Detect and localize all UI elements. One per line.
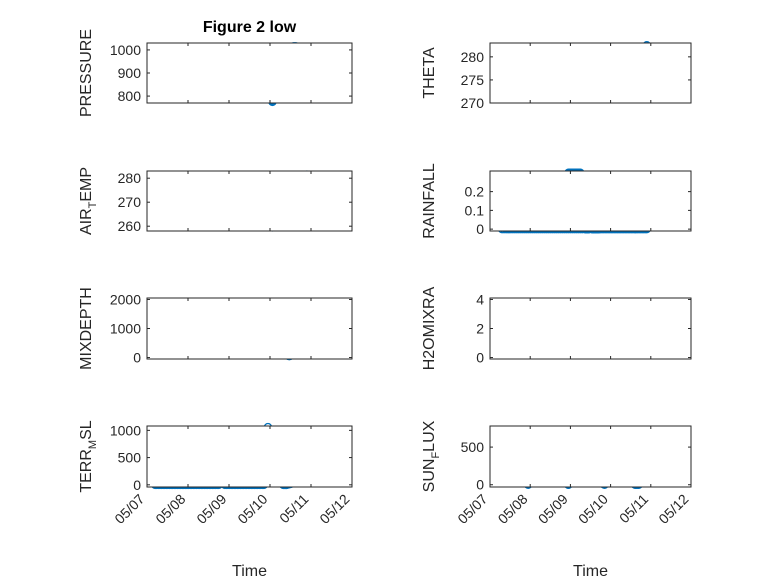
y-tick-label: 2000 xyxy=(110,291,141,307)
subplot-pressure: 800 900 1000 PRESSURE xyxy=(78,29,353,117)
y-tick-label: 0 xyxy=(476,350,484,366)
subplot-theta: 270 275 280 THETA xyxy=(421,41,692,111)
y-tick-label: 270 xyxy=(461,95,485,111)
x-tick-label: 05/09 xyxy=(535,491,571,527)
y-tick-label: 500 xyxy=(118,450,142,466)
subplot-air: 260 270 280 AIRTEMP xyxy=(78,167,353,235)
y-tick-label: 0 xyxy=(476,477,484,493)
y-tick-label: 0 xyxy=(133,350,141,366)
y-axis-label-main: MIXDEPTH xyxy=(78,287,95,370)
axes-frame xyxy=(146,425,353,488)
y-axis-label: PRESSURE xyxy=(78,29,95,117)
x-axis-label: Time xyxy=(573,563,608,580)
y-tick-label: 800 xyxy=(118,88,142,104)
y-tick-label: 0.1 xyxy=(465,202,485,218)
axes-frame xyxy=(489,425,692,488)
x-tick-label: 05/11 xyxy=(616,491,652,527)
y-tick-label: 0 xyxy=(133,477,141,493)
y-tick-label: 275 xyxy=(461,72,485,88)
y-axis-label-main: THETA xyxy=(421,47,438,99)
y-axis-label-subscript: F xyxy=(430,452,442,459)
figure-title: Figure 2 low xyxy=(203,19,297,36)
x-tick-label: 05/12 xyxy=(655,491,691,527)
axes-frame xyxy=(489,42,692,104)
subplot-sun: 0 500 05/07 05/08 05/09 05/10 05/11 05/12 SUNFLU… xyxy=(421,420,692,580)
y-axis-label: H2OMIXRA xyxy=(421,286,438,370)
y-tick-label: 270 xyxy=(118,194,142,210)
y-axis-label: SUNFLUX xyxy=(421,420,442,492)
y-axis-label-subscript: T xyxy=(87,201,99,208)
y-axis-label-main: AIR xyxy=(78,208,95,235)
y-tick-label: 1000 xyxy=(110,422,141,438)
x-tick-label: 05/07 xyxy=(111,491,147,527)
x-tick-label: 05/10 xyxy=(575,491,611,527)
subplot-rainfall: 0 0.1 0.2 RAINFALL xyxy=(421,163,692,239)
axes-frame xyxy=(146,170,353,232)
y-axis-label: THETA xyxy=(421,47,438,99)
y-axis-label-main: RAINFALL xyxy=(421,163,438,239)
y-axis-label: MIXDEPTH xyxy=(78,287,95,370)
y-axis-label-suffix: EMP xyxy=(78,167,95,202)
y-tick-label: 4 xyxy=(476,291,484,307)
x-tick-label: 05/09 xyxy=(193,491,229,527)
subplot-terr: 0 500 1000 05/07 05/08 05/09 05/10 05/11 05/12 TE… xyxy=(78,420,353,580)
y-tick-label: 900 xyxy=(118,65,142,81)
y-axis-label-main: H2OMIXRA xyxy=(421,286,438,370)
y-axis-label-main: TERR xyxy=(78,449,95,493)
axes-frame xyxy=(146,42,353,104)
x-tick-label: 05/08 xyxy=(152,491,188,527)
axes-frame xyxy=(489,297,692,360)
y-tick-label: 260 xyxy=(118,218,142,234)
y-axis-label-suffix: SL xyxy=(78,420,95,440)
x-axis-label: Time xyxy=(232,563,267,580)
y-tick-label: 0.2 xyxy=(465,184,485,200)
subplot-mixdepth: 0 1000 2000 MIXDEPTH xyxy=(78,287,353,370)
y-tick-label: 1000 xyxy=(110,42,141,58)
y-axis-label-subscript: M xyxy=(87,440,99,449)
y-tick-label: 0 xyxy=(476,221,484,237)
x-tick-label: 05/11 xyxy=(276,491,312,527)
y-tick-label: 1000 xyxy=(110,321,141,337)
y-tick-label: 280 xyxy=(118,170,142,186)
y-axis-label-main: SUN xyxy=(421,459,438,493)
subplot-h2omixra: 0 2 4 H2OMIXRA xyxy=(421,286,692,370)
y-axis-label: AIRTEMP xyxy=(78,167,99,235)
y-axis-label: RAINFALL xyxy=(421,163,438,239)
x-tick-label: 05/07 xyxy=(454,491,490,527)
y-tick-label: 2 xyxy=(476,321,484,337)
x-tick-label: 05/08 xyxy=(495,491,531,527)
x-tick-label: 05/10 xyxy=(234,491,270,527)
y-axis-label-suffix: LUX xyxy=(421,420,438,451)
axes-frame xyxy=(146,297,353,360)
y-tick-label: 280 xyxy=(461,49,485,65)
axes-frame xyxy=(489,170,692,232)
x-tick-label: 05/12 xyxy=(316,491,352,527)
y-axis-label: TERRMSL xyxy=(78,420,99,492)
y-tick-label: 500 xyxy=(461,439,485,455)
y-axis-label-main: PRESSURE xyxy=(78,29,95,117)
